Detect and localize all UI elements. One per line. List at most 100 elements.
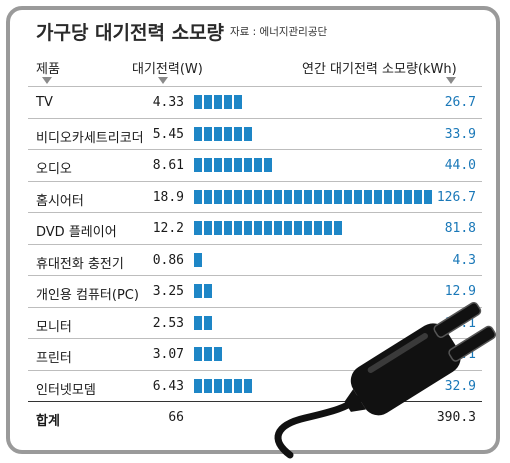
bar-segment — [284, 189, 292, 204]
header-product: 제품 — [36, 62, 60, 77]
bar-segment — [224, 158, 232, 172]
bar-segment — [254, 221, 262, 235]
row-divider — [28, 243, 482, 245]
bar-segment — [204, 347, 212, 361]
bar-segment — [294, 189, 302, 204]
bar-segment — [324, 189, 332, 204]
bar-segment — [324, 221, 332, 235]
bar-segment — [194, 126, 202, 141]
annual-usage-value: 33.9 — [444, 126, 476, 142]
annual-usage-value: 81.8 — [444, 221, 476, 236]
bar-segment — [204, 189, 212, 204]
standby-power-value: 6.43 — [152, 378, 184, 394]
total-divider — [28, 401, 482, 402]
bar-segment — [194, 315, 202, 330]
bar-segment — [194, 189, 202, 204]
bar-segment — [194, 221, 202, 235]
bar-segment — [354, 189, 362, 204]
standby-power-value: 3.25 — [152, 284, 184, 299]
row-divider — [28, 306, 482, 308]
header-annual-usage: 연간 대기전력 소모량(kWh) — [302, 62, 457, 77]
header-product-arrow-icon — [42, 77, 52, 84]
category-label: DVD 플레이어 — [36, 225, 117, 240]
bar-segment — [194, 284, 202, 298]
standby-power-value: 12.2 — [152, 221, 184, 236]
bar-segment — [194, 378, 202, 393]
bar-segment — [314, 221, 322, 235]
bar-segment — [214, 95, 222, 109]
bar-segment — [204, 378, 212, 393]
standby-power-value: 3.07 — [152, 347, 184, 362]
bar-segment — [364, 189, 372, 204]
bar-segment — [264, 221, 272, 235]
bar-segment — [204, 315, 212, 330]
bar-segment — [254, 158, 262, 172]
bar-segment — [254, 189, 262, 204]
bar-segment — [394, 189, 402, 204]
bar-segment — [194, 252, 202, 267]
bar-segment — [404, 189, 412, 204]
bar-segment — [224, 95, 232, 109]
category-label: TV — [36, 95, 53, 110]
source-note: 자료 : 에너지관리공단 — [230, 26, 328, 38]
bar-segment — [214, 158, 222, 172]
bar-segment — [244, 158, 252, 172]
category-label: 프린터 — [36, 351, 72, 366]
bar-segment — [244, 126, 252, 141]
bar-segment — [234, 378, 242, 393]
annual-usage-value: 12.9 — [444, 284, 476, 299]
bar-segment — [224, 378, 232, 393]
row-divider — [28, 117, 482, 119]
header-usage-arrow-icon — [446, 77, 456, 84]
bar-segment — [214, 347, 222, 361]
category-label: 휴대전화 충전기 — [36, 256, 124, 272]
category-label: 오디오 — [36, 162, 72, 177]
standby-power-value: 2.53 — [152, 315, 184, 331]
row-divider — [28, 338, 482, 339]
bar-segment — [274, 189, 282, 204]
bar-segment — [274, 221, 282, 235]
standby-power-value: 18.9 — [152, 189, 184, 205]
bar-segment — [234, 158, 242, 172]
annual-usage-value: 4.3 — [452, 252, 476, 268]
bar-segment — [234, 221, 242, 235]
bar-segment — [214, 221, 222, 235]
bar-segment — [304, 189, 312, 204]
standby-power-value: 8.61 — [152, 158, 184, 173]
annual-usage-value: 26.7 — [444, 95, 476, 110]
bar-segment — [264, 189, 272, 204]
header-standby-power: 대기전력(W) — [132, 62, 203, 77]
total-annual-usage: 390.3 — [436, 410, 476, 425]
standby-power-value: 5.45 — [152, 126, 184, 142]
standby-power-value: 0.86 — [152, 252, 184, 268]
category-label: 개인용 컴퓨터(PC) — [36, 288, 139, 303]
bar-segment — [244, 221, 252, 235]
bar-segment — [194, 95, 202, 109]
bar-segment — [374, 189, 382, 204]
bar-segment — [214, 189, 222, 204]
standby-power-value: 4.33 — [152, 95, 184, 110]
bar-segment — [334, 221, 342, 235]
row-divider — [28, 212, 482, 213]
bar-segment — [244, 189, 252, 204]
bar-segment — [384, 189, 392, 204]
bar-segment — [194, 347, 202, 361]
category-label: 모니터 — [36, 319, 72, 335]
bar-segment — [264, 158, 272, 172]
total-label: 합계 — [36, 414, 60, 429]
bar-segment — [224, 221, 232, 235]
header-power-arrow-icon — [158, 77, 168, 84]
bar-segment — [244, 378, 252, 393]
row-divider — [28, 149, 482, 150]
row-divider — [28, 369, 482, 371]
annual-usage-value: 32.9 — [444, 378, 476, 394]
bar-segment — [204, 95, 212, 109]
row-divider — [28, 86, 482, 87]
bar-segment — [424, 189, 432, 204]
chart-title: 가구당 대기전력 소모량 — [36, 22, 225, 44]
bar-segment — [204, 126, 212, 141]
bar-segment — [234, 189, 242, 204]
row-divider — [28, 180, 482, 182]
bar-segment — [314, 189, 322, 204]
plug-icon — [274, 301, 497, 459]
